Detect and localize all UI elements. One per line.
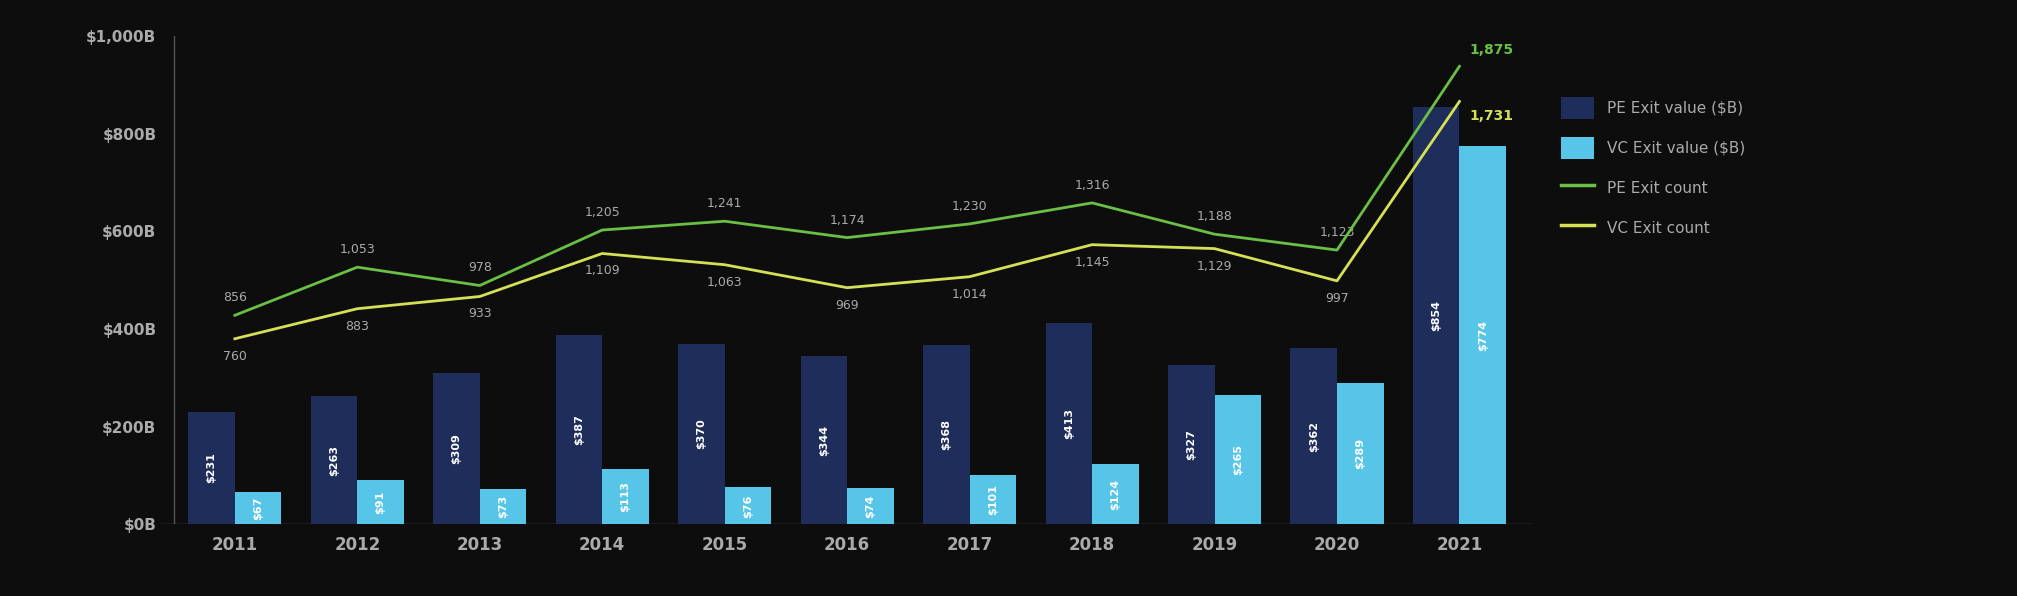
Bar (678, 344, 724, 524)
Text: 933: 933 (468, 308, 492, 321)
Text: 1,188: 1,188 (1196, 210, 1232, 223)
Bar (1214, 395, 1261, 524)
Text: $413: $413 (1063, 408, 1073, 439)
Text: $854: $854 (1432, 300, 1442, 331)
Bar (557, 336, 603, 524)
Bar (357, 480, 403, 524)
Bar (724, 488, 770, 524)
Text: 1,145: 1,145 (1075, 256, 1109, 269)
Bar (480, 489, 526, 524)
Text: 883: 883 (345, 319, 369, 333)
Bar (847, 488, 894, 524)
Text: 1,875: 1,875 (1468, 42, 1513, 57)
Text: 1,174: 1,174 (829, 213, 865, 226)
Bar (1460, 146, 1507, 524)
Bar (970, 475, 1017, 524)
Text: $124: $124 (1109, 479, 1119, 510)
Text: 856: 856 (224, 291, 246, 305)
Text: 1,123: 1,123 (1319, 226, 1355, 239)
Bar (603, 469, 649, 524)
Text: 1,731: 1,731 (1468, 109, 1513, 123)
Bar (234, 492, 282, 524)
Text: $309: $309 (452, 433, 462, 464)
Text: 760: 760 (224, 350, 246, 363)
Bar (1091, 464, 1140, 524)
Text: $76: $76 (742, 494, 752, 517)
Text: $231: $231 (206, 452, 216, 483)
Bar (1045, 322, 1091, 524)
Bar (1414, 107, 1460, 524)
Text: $362: $362 (1309, 421, 1319, 452)
Text: $265: $265 (1232, 444, 1242, 475)
Text: $91: $91 (375, 491, 385, 514)
Bar (434, 374, 480, 524)
Bar (311, 396, 357, 524)
Text: $774: $774 (1478, 320, 1489, 351)
Bar (1168, 365, 1214, 524)
Text: $368: $368 (942, 419, 952, 450)
Text: 1,316: 1,316 (1075, 179, 1109, 192)
Text: 969: 969 (835, 299, 859, 312)
Bar (924, 344, 970, 524)
Text: 978: 978 (468, 262, 492, 275)
Text: $263: $263 (329, 445, 339, 476)
Text: 1,014: 1,014 (952, 288, 988, 301)
Text: 1,109: 1,109 (585, 265, 619, 278)
Text: $344: $344 (819, 425, 829, 456)
Bar (1291, 347, 1337, 524)
Text: $73: $73 (498, 495, 508, 518)
Bar (801, 356, 847, 524)
Text: 997: 997 (1325, 292, 1349, 305)
Text: 1,241: 1,241 (706, 197, 742, 210)
Text: $74: $74 (865, 495, 875, 518)
Text: $113: $113 (621, 482, 631, 513)
Text: 1,063: 1,063 (706, 276, 742, 288)
Text: $289: $289 (1355, 438, 1366, 470)
Text: $327: $327 (1186, 429, 1196, 460)
Text: 1,053: 1,053 (339, 243, 375, 256)
Text: $101: $101 (988, 485, 998, 515)
Text: 1,205: 1,205 (585, 206, 619, 219)
Bar (1337, 383, 1384, 524)
Text: $387: $387 (575, 414, 585, 445)
Text: $370: $370 (696, 419, 706, 449)
Text: 1,230: 1,230 (952, 200, 988, 213)
Text: $67: $67 (252, 496, 262, 520)
Text: 1,129: 1,129 (1196, 260, 1232, 272)
Legend: PE Exit value ($B), VC Exit value ($B), PE Exit count, VC Exit count: PE Exit value ($B), VC Exit value ($B), … (1561, 97, 1745, 238)
Bar (188, 412, 234, 524)
